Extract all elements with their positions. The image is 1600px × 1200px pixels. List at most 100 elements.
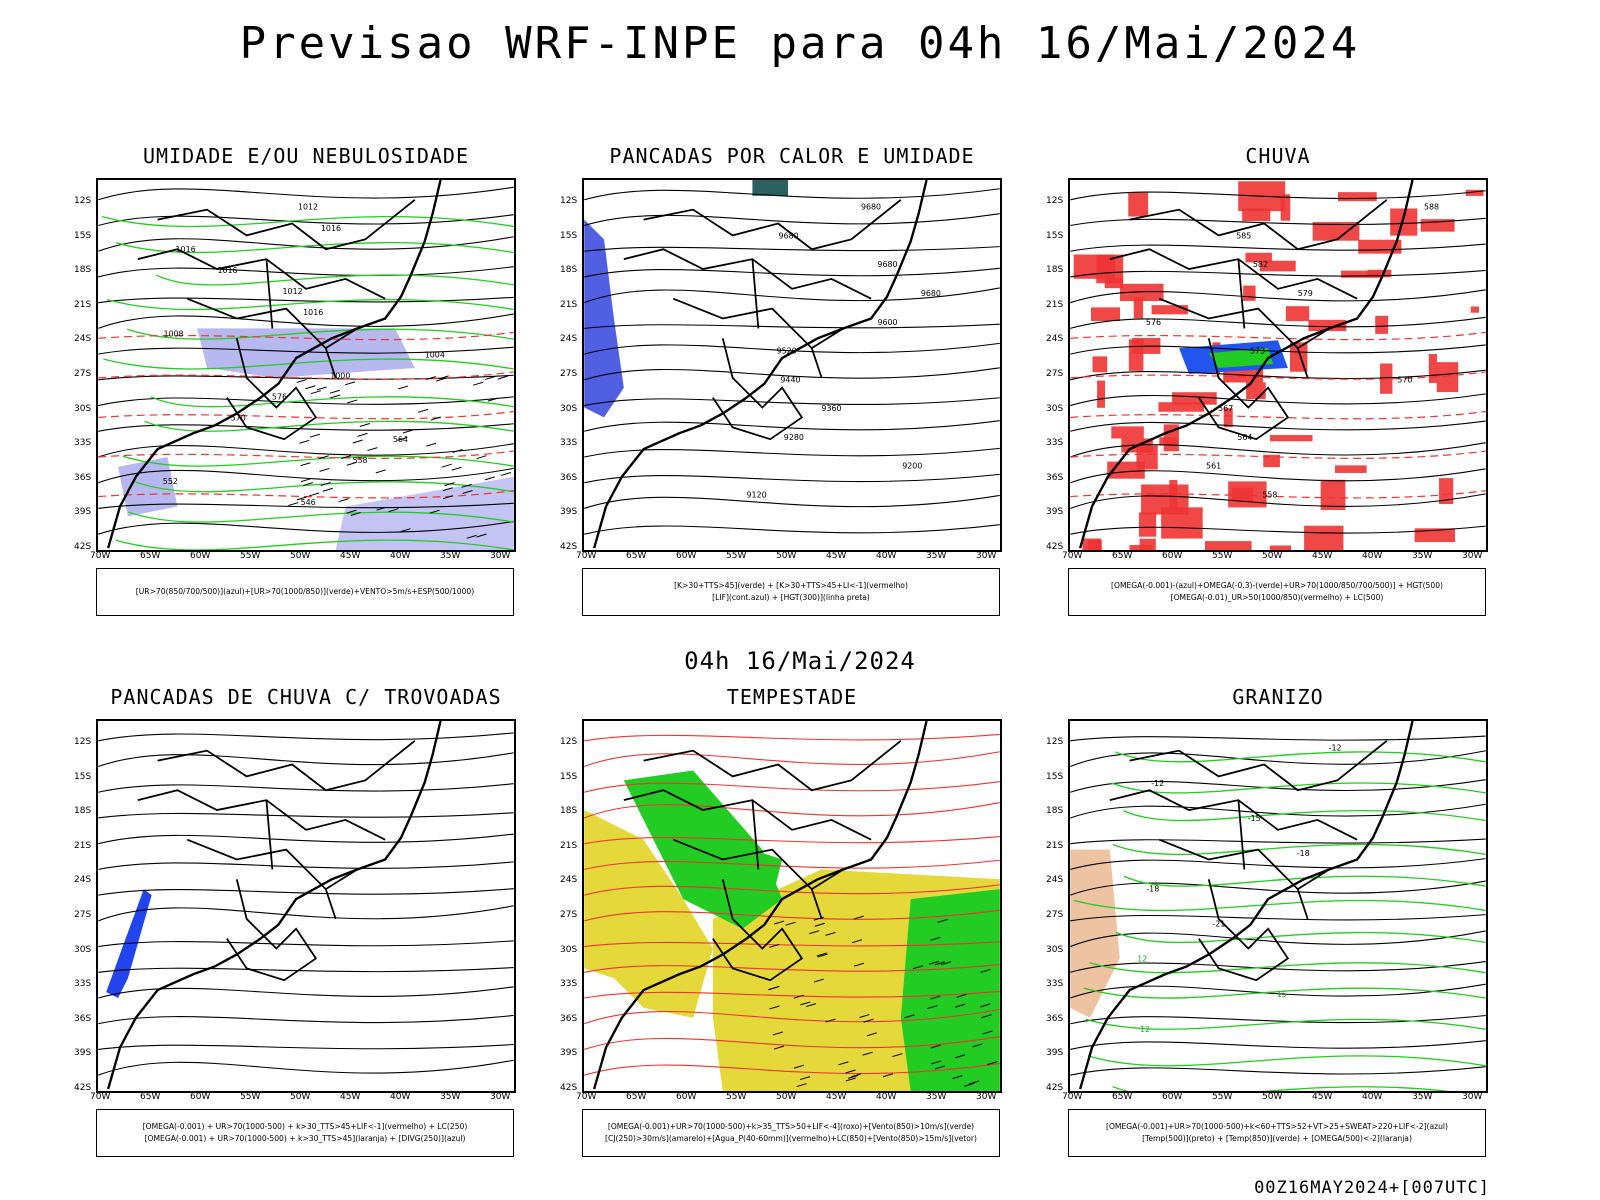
legend-line: [OMEGA(-0.001) + UR>70(1000-500) + k>30_… [142, 1122, 468, 1131]
lon-tick-label: 60W [1162, 551, 1183, 561]
contour-label: 558 [352, 456, 367, 465]
contour-label: 573 [1250, 347, 1265, 356]
contour-label: 1016 [303, 308, 323, 317]
contour-label: 9280 [784, 433, 804, 442]
contour-label: 9680 [921, 289, 941, 298]
lat-tick-label: 33S [1046, 979, 1064, 990]
lat-tick-label: 27S [1046, 910, 1064, 920]
legend-line: [LIF](cont.azul) + [HGT(300)](linha pret… [712, 593, 870, 602]
lon-tick-label: 40W [876, 1092, 897, 1102]
lat-tick-label: 36S [1046, 1013, 1064, 1024]
lat-tick-label: 42S [1046, 1083, 1064, 1093]
contour-label: 570 [1397, 375, 1412, 384]
lon-tick-label: 65W [140, 551, 161, 561]
lon-tick-label: 30W [976, 1092, 997, 1102]
lon-tick-label: 55W [1212, 551, 1233, 561]
lon-tick-label: 70W [90, 551, 111, 561]
map-plot: 9680 9680 9680 9680 9600 9520 9440 9360 9280 9200… [582, 178, 1002, 552]
lon-tick-label: 50W [1262, 1092, 1283, 1102]
lat-tick-label: 42S [1046, 542, 1064, 552]
lon-tick-label: 35W [440, 1092, 461, 1102]
lat-tick-label: 30S [1046, 403, 1064, 414]
lon-tick-label: 45W [340, 551, 361, 561]
lat-tick-label: 24S [1046, 334, 1064, 345]
lon-tick-label: 45W [1312, 551, 1333, 561]
lat-tick-label: 27S [74, 910, 92, 920]
lon-tick-label: 65W [626, 1092, 647, 1102]
legend-line: [OMEGA(-0.001) + UR>70(1000-500) + k>30_… [144, 1134, 466, 1143]
lat-tick-label: 30S [560, 944, 578, 955]
lat-tick-label: 15S [74, 230, 92, 241]
lat-tick-label: 12S [74, 737, 92, 747]
lat-tick-label: 12S [560, 737, 578, 747]
lat-tick-label: 33S [74, 438, 92, 449]
panel-legend: [OMEGA(-0.001) + UR>70(1000-500) + k>30_… [96, 1109, 514, 1157]
lat-tick-label: 18S [560, 265, 578, 276]
lat-tick-label: 30S [1046, 944, 1064, 955]
lat-tick-label: 12S [1046, 196, 1064, 206]
lat-tick-label: 18S [74, 806, 92, 817]
lon-tick-label: 70W [576, 551, 597, 561]
lat-tick-label: 30S [560, 403, 578, 414]
lat-tick-label: 33S [560, 979, 578, 990]
lat-tick-label: 39S [560, 507, 578, 518]
lon-tick-label: 50W [290, 1092, 311, 1102]
lat-tick-label: 21S [1046, 840, 1064, 851]
contour-label: 579 [1298, 289, 1313, 298]
lat-tick-label: 24S [560, 334, 578, 345]
lon-tick-label: 50W [1262, 551, 1283, 561]
legend-line: [CJ(250)>30m/s](amarelo)+[Agua_P(40-60mm… [605, 1134, 977, 1143]
contour-label: 1004 [425, 350, 445, 359]
lat-tick-label: 42S [74, 542, 92, 552]
lat-tick-label: 36S [74, 472, 92, 483]
legend-line: [OMEGA(-0.001)+UR>70(1000-500)+k<60+TTS>… [1105, 1122, 1448, 1131]
contour-label: 582 [1253, 260, 1268, 269]
lon-tick-label: 35W [1412, 551, 1433, 561]
lat-tick-label: 21S [74, 840, 92, 851]
lat-tick-label: 12S [1046, 737, 1064, 747]
lat-tick-label: 27S [560, 910, 578, 920]
contour-label: 12 [1137, 955, 1147, 964]
contour-label: 9680 [779, 231, 799, 240]
forecast-time-subtitle: 04h 16/Mai/2024 [684, 647, 916, 675]
legend-line: [OMEGA(-0.01)_UR>50(1000/850)(vermelho) … [1170, 593, 1384, 602]
map-plot: 1012 1016 1016 1016 1012 1016 1008 1004 1000 576 5… [96, 178, 516, 552]
lon-tick-label: 70W [1062, 1092, 1083, 1102]
lat-tick-label: 15S [1046, 771, 1064, 782]
lat-tick-label: 24S [74, 875, 92, 886]
lat-tick-label: 15S [560, 771, 578, 782]
lat-tick-label: 39S [74, 507, 92, 518]
lon-tick-label: 35W [926, 1092, 947, 1102]
contour-label: -18 [1146, 884, 1159, 893]
lat-tick-label: 24S [74, 334, 92, 345]
lon-tick-label: 70W [1062, 551, 1083, 561]
lat-tick-label: 42S [74, 1083, 92, 1093]
panel-legend: [OMEGA(-0.001)+UR>70(1000-500)+k<60+TTS>… [1068, 1109, 1486, 1157]
contour-label: 561 [1206, 462, 1221, 471]
lon-tick-label: 60W [676, 1092, 697, 1102]
lat-tick-label: 21S [1046, 299, 1064, 310]
contour-label: 9440 [780, 375, 800, 384]
contour-label: 15 [1277, 990, 1287, 999]
map-plot: 588 585 582 579 576 573 570 567 564 561 558 [1068, 178, 1488, 552]
panel-legend: [OMEGA(-0.001)-(azul)+OMEGA(-0.3)-(verde… [1068, 568, 1486, 616]
lon-tick-label: 55W [1212, 1092, 1233, 1102]
lat-tick-label: 33S [560, 438, 578, 449]
lon-tick-label: 70W [576, 1092, 597, 1102]
lat-tick-label: 27S [74, 369, 92, 379]
lon-tick-label: 50W [290, 551, 311, 561]
lon-tick-label: 55W [240, 551, 261, 561]
lon-tick-label: 30W [976, 551, 997, 561]
lon-tick-label: 40W [390, 551, 411, 561]
lat-tick-label: 36S [560, 472, 578, 483]
panel-title: TEMPESTADE [726, 685, 858, 709]
lon-tick-label: 45W [340, 1092, 361, 1102]
lat-tick-label: 18S [74, 265, 92, 276]
contour-label: 9600 [877, 318, 897, 327]
lat-tick-label: 27S [1046, 369, 1064, 379]
map-plot: -12 -12 -15 -18 -18 -21 12 15 12 [1068, 719, 1488, 1093]
contour-label: 9200 [902, 462, 922, 471]
contour-label: 9520 [777, 347, 797, 356]
contour-label: 1008 [163, 329, 183, 338]
legend-line: [UR>70(850/700/500)](azul)+[UR>70(1000/8… [135, 587, 475, 596]
